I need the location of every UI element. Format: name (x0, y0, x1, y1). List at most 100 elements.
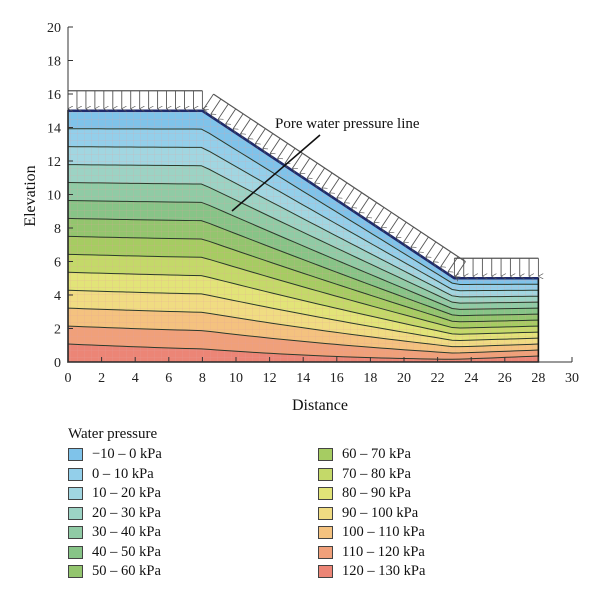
legend-item: 0 – 10 kPa (68, 465, 154, 484)
legend-item: 100 – 110 kPa (318, 523, 425, 542)
legend-label: 100 – 110 kPa (342, 524, 425, 540)
x-tick-label: 4 (132, 371, 139, 386)
load-arrow (337, 182, 348, 198)
load-arrow (315, 167, 326, 183)
legend-swatch (68, 467, 83, 481)
load-arrow (404, 226, 414, 242)
y-tick-label: 16 (47, 88, 61, 103)
load-arrow (241, 118, 251, 134)
pressure-contour (68, 325, 539, 354)
load-arrow (285, 148, 296, 163)
x-tick-label: 24 (464, 371, 478, 386)
legend-swatch (68, 545, 83, 559)
legend-swatch (318, 487, 333, 500)
load-arrow (226, 108, 237, 124)
x-axis-title: Distance (292, 397, 348, 414)
x-tick-label: 22 (431, 371, 445, 386)
seepage-domain (68, 110, 539, 362)
legend-item: 30 – 40 kPa (68, 523, 161, 542)
load-arrow (418, 236, 429, 252)
load-arrow (233, 113, 244, 129)
pressure-contour (68, 128, 539, 285)
mesh-overlay (68, 110, 539, 362)
legend-swatch (318, 506, 333, 520)
legend-swatch (68, 448, 83, 461)
pressure-contour (68, 235, 539, 323)
annotation-label: Pore water pressure line (275, 116, 420, 132)
legend-label: 20 – 30 kPa (92, 504, 161, 521)
load-arrow (278, 143, 288, 158)
surface-load (454, 257, 538, 276)
x-tick-label: 26 (498, 371, 512, 386)
legend-label: 50 – 60 kPa (92, 563, 161, 579)
legend-label: 110 – 120 kPa (342, 543, 425, 560)
pressure-contour (68, 182, 539, 304)
x-tick-label: 0 (65, 371, 72, 386)
load-arrow (359, 197, 370, 213)
y-tick-label: 10 (47, 189, 61, 204)
surface-load (204, 93, 466, 276)
pressure-contour (68, 164, 539, 298)
x-tick-label: 10 (229, 371, 243, 386)
legend-swatch (318, 467, 333, 481)
load-arrow (344, 187, 355, 203)
legend-swatch (68, 526, 83, 539)
load-arrow (292, 152, 303, 168)
axes: 0 2 4 6 8 10 12 14 16 18 20 22 24 26 28 300246810121416… (47, 21, 579, 386)
load-arrow (218, 103, 229, 119)
legend-label: 90 – 100 kPa (342, 504, 419, 521)
legend-item: 10 – 20 kPa (68, 484, 161, 503)
y-axis-title: Elevation (22, 165, 39, 226)
load-arrow (270, 138, 281, 153)
y-tick-label: 6 (54, 256, 61, 271)
legend-swatch (318, 545, 333, 559)
legend-label: 30 – 40 kPa (92, 524, 161, 540)
surface-loads (68, 90, 538, 277)
x-tick-label: 18 (363, 371, 377, 386)
pressure-contour (68, 289, 539, 341)
y-tick-label: 14 (47, 122, 61, 137)
legend-swatch (68, 565, 83, 578)
x-tick-label: 6 (165, 371, 172, 386)
pressure-contour (68, 217, 539, 317)
x-tick-label: 8 (199, 371, 206, 386)
legend-label: 80 – 90 kPa (342, 485, 411, 501)
load-arrow (352, 192, 363, 208)
legend-label: −10 – 0 kPa (92, 446, 162, 462)
annotation-leader (231, 134, 321, 212)
surface-load (68, 90, 202, 109)
pressure-contour (68, 146, 539, 292)
legend-item: −10 – 0 kPa (68, 445, 162, 464)
x-tick-label: 12 (263, 371, 277, 386)
load-arrow (367, 202, 377, 217)
y-tick-label: 12 (47, 155, 61, 170)
x-tick-label: 28 (531, 371, 545, 386)
x-tick-label: 20 (397, 371, 411, 386)
legend: Water pressure −10 – 0 kPa 0 – 10 kPa 10 –… (68, 426, 588, 586)
load-arrow (441, 251, 452, 267)
legend-swatch (318, 448, 333, 461)
legend-swatch (68, 487, 83, 500)
legend-label: 40 – 50 kPa (92, 543, 161, 560)
y-tick-label: 18 (47, 55, 61, 70)
legend-label: 10 – 20 kPa (92, 485, 161, 501)
load-arrow (322, 172, 333, 188)
legend-item: 60 – 70 kPa (318, 445, 411, 464)
load-arrow (396, 221, 407, 237)
legend-item: 40 – 50 kPa (68, 543, 161, 562)
legend-label: 120 – 130 kPa (342, 563, 426, 579)
load-arrow (204, 93, 214, 109)
legend-item: 120 – 130 kPa (318, 562, 425, 581)
legend-item: 70 – 80 kPa (318, 465, 411, 484)
legend-label: 70 – 80 kPa (342, 465, 411, 482)
load-arrow (300, 157, 311, 173)
legend-label: 0 – 10 kPa (92, 465, 154, 482)
load-arrow (389, 217, 400, 232)
load-arrow (330, 177, 340, 193)
pressure-contour (68, 199, 539, 310)
load-arrow (433, 246, 444, 262)
load-arrow (211, 98, 222, 114)
load-arrow (248, 123, 259, 139)
legend-item: 20 – 30 kPa (68, 504, 161, 523)
